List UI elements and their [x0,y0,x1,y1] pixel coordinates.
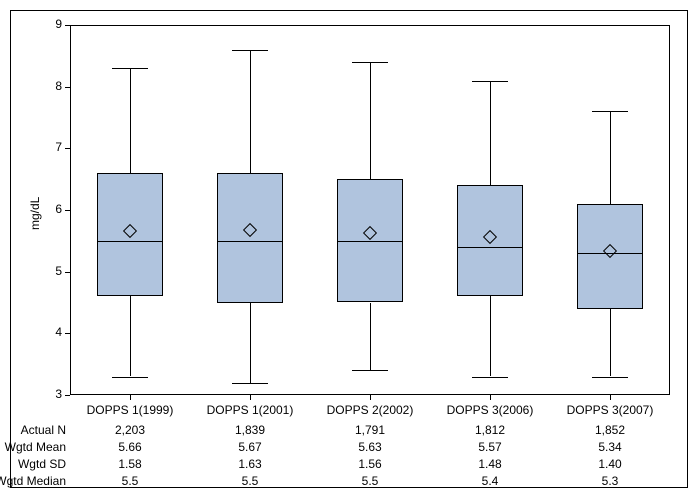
table-cell: 5.3 [602,474,619,488]
table-row-label: Wgtd Mean [5,440,66,454]
table-row-label: Actual N [21,423,66,437]
table-cell: 5.4 [482,474,499,488]
median-line [217,241,283,242]
whisker-upper [370,62,371,179]
whisker-upper [130,68,131,173]
y-tick-mark [65,210,70,211]
category-label: DOPPS 3(2007) [567,403,654,417]
category-label: DOPPS 2(2002) [327,403,414,417]
whisker-cap-top [352,62,388,63]
whisker-lower [250,303,251,383]
category-label: DOPPS 1(1999) [87,403,174,417]
y-tick-mark [65,333,70,334]
table-cell: 1,812 [475,423,505,437]
table-cell: 5.5 [242,474,259,488]
median-line [337,241,403,242]
whisker-upper [250,50,251,173]
category-label: DOPPS 3(2006) [447,403,534,417]
whisker-cap-bottom [472,377,508,378]
box [217,173,283,303]
x-tick-mark [250,395,251,400]
table-cell: 2,203 [115,423,145,437]
whisker-lower [370,303,371,371]
whisker-cap-top [472,81,508,82]
table-cell: 1.56 [358,457,381,471]
x-tick-mark [370,395,371,400]
y-tick-mark [65,25,70,26]
y-tick-mark [65,87,70,88]
y-tick-label: 5 [32,264,62,278]
whisker-upper [610,111,611,204]
median-line [97,241,163,242]
table-cell: 1,852 [595,423,625,437]
y-tick-label: 8 [32,79,62,93]
whisker-cap-top [592,111,628,112]
category-label: DOPPS 1(2001) [207,403,294,417]
x-tick-mark [610,395,611,400]
table-row-label: Wgtd SD [18,457,66,471]
y-tick-label: 9 [32,17,62,31]
table-row-label: Wgtd Median [0,474,66,488]
whisker-cap-top [232,50,268,51]
whisker-lower [130,296,131,376]
y-tick-label: 3 [32,387,62,401]
table-cell: 5.5 [122,474,139,488]
median-line [457,247,523,248]
table-cell: 5.63 [358,440,381,454]
whisker-lower [610,309,611,377]
y-tick-mark [65,395,70,396]
table-cell: 5.5 [362,474,379,488]
y-tick-label: 4 [32,325,62,339]
y-tick-mark [65,272,70,273]
table-cell: 1.58 [118,457,141,471]
whisker-cap-top [112,68,148,69]
table-cell: 1,839 [235,423,265,437]
table-cell: 5.34 [598,440,621,454]
y-tick-mark [65,148,70,149]
table-cell: 1.40 [598,457,621,471]
table-cell: 5.67 [238,440,261,454]
table-cell: 1,791 [355,423,385,437]
x-tick-mark [130,395,131,400]
whisker-cap-bottom [112,377,148,378]
y-tick-label: 7 [32,140,62,154]
x-tick-mark [490,395,491,400]
table-cell: 5.66 [118,440,141,454]
table-cell: 1.48 [478,457,501,471]
whisker-cap-bottom [352,370,388,371]
table-cell: 1.63 [238,457,261,471]
table-cell: 5.57 [478,440,501,454]
whisker-upper [490,81,491,186]
whisker-cap-bottom [592,377,628,378]
whisker-lower [490,296,491,376]
y-tick-label: 6 [32,202,62,216]
whisker-cap-bottom [232,383,268,384]
